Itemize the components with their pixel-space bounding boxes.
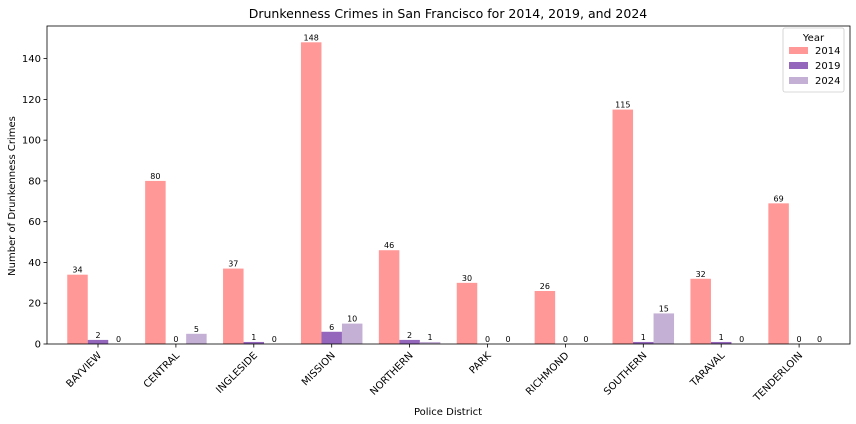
data-label: 32 [696, 270, 706, 279]
data-label: 2 [95, 331, 100, 340]
data-label: 148 [304, 33, 319, 42]
bar [321, 331, 342, 344]
chart-title: Drunkenness Crimes in San Francisco for … [249, 6, 648, 21]
y-tick-label: 80 [28, 176, 41, 187]
bar [300, 42, 322, 345]
bar [399, 339, 420, 344]
data-label: 0 [485, 335, 490, 344]
data-label: 1 [641, 333, 646, 342]
x-tick-label: INGLESIDE [214, 350, 260, 396]
data-label: 30 [462, 274, 472, 283]
data-label: 0 [272, 335, 277, 344]
y-tick-label: 40 [28, 258, 41, 269]
legend-swatch [789, 62, 808, 69]
y-tick-label: 100 [22, 136, 41, 147]
bar [67, 274, 88, 344]
y-tick-label: 20 [28, 299, 41, 310]
data-label: 6 [329, 323, 334, 332]
data-label: 0 [173, 335, 178, 344]
legend-title: Year [802, 33, 825, 44]
legend-swatch [789, 47, 808, 54]
data-label: 0 [583, 335, 588, 344]
y-tick-label: 0 [35, 340, 41, 351]
bar [87, 339, 109, 344]
bar [378, 250, 400, 344]
data-label: 15 [659, 304, 669, 313]
data-label: 0 [817, 335, 822, 344]
bar [690, 278, 711, 344]
legend-entry: 2014 [815, 46, 840, 57]
bar [633, 341, 654, 344]
data-label: 0 [563, 335, 568, 344]
data-label: 80 [150, 172, 160, 181]
data-label: 1 [251, 333, 256, 342]
y-tick-label: 140 [22, 54, 41, 65]
x-tick-label: BAYVIEW [65, 350, 105, 390]
x-tick-label: SOUTHERN [602, 350, 649, 397]
data-label: 1 [719, 333, 724, 342]
bar [341, 323, 363, 344]
bar [710, 341, 732, 344]
x-axis-label: Police District [414, 407, 482, 418]
bar [653, 313, 675, 344]
y-tick-label: 60 [28, 217, 41, 228]
y-axis-label: Number of Drunkenness Crimes [7, 116, 18, 276]
data-label: 69 [774, 194, 784, 203]
data-label: 0 [739, 335, 744, 344]
x-tick-label: MISSION [300, 350, 338, 388]
series-2019: 2 0 1 6 2 0 0 1 1 0 [87, 323, 802, 344]
legend-entry: 2019 [815, 61, 840, 72]
bar [419, 341, 441, 344]
legend-entry: 2024 [815, 76, 840, 87]
data-label: 26 [540, 282, 550, 291]
data-label: 115 [615, 101, 630, 110]
data-label: 5 [194, 325, 199, 334]
x-tick-label: TARAVAL [688, 350, 728, 390]
data-label: 1 [428, 333, 433, 342]
y-tick-label: 120 [22, 95, 41, 106]
x-tick-label: TENDERLOIN [751, 350, 805, 404]
legend-swatch [789, 77, 808, 84]
data-label: 46 [384, 241, 394, 250]
bar [145, 180, 166, 344]
bar [534, 291, 556, 344]
bar [768, 203, 789, 344]
data-label: 2 [407, 331, 412, 340]
data-label: 10 [347, 315, 357, 324]
bar [223, 268, 244, 344]
data-label: 0 [797, 335, 802, 344]
legend-box [782, 27, 845, 93]
x-tick-label: CENTRAL [142, 350, 182, 390]
bar [186, 333, 207, 344]
axes-frame [46, 25, 851, 345]
data-label: 0 [505, 335, 510, 344]
bar [243, 341, 265, 344]
x-tick-label: PARK [468, 350, 494, 376]
bar [456, 282, 478, 344]
data-label: 0 [116, 335, 121, 344]
data-label: 37 [228, 260, 238, 269]
bar [612, 109, 634, 344]
data-label: 34 [72, 266, 82, 275]
legend: Year 2014 2019 2024 [782, 27, 845, 93]
x-tick-label: NORTHERN [368, 350, 415, 397]
x-tick-label: RICHMOND [524, 350, 572, 398]
